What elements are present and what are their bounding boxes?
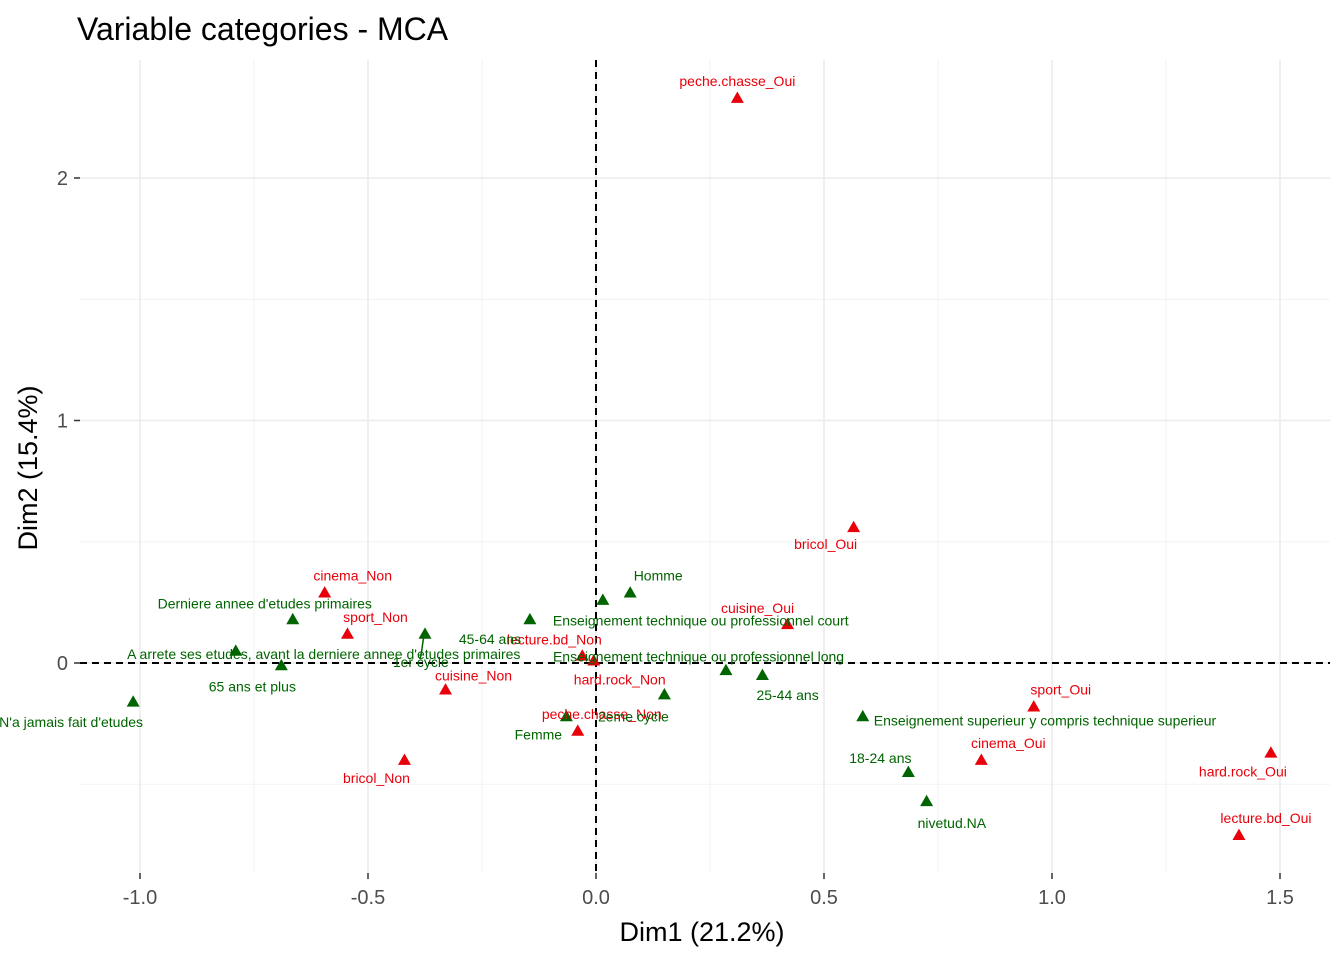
triangle-point xyxy=(397,753,411,765)
triangle-point xyxy=(596,593,610,605)
point-label: 65 ans et plus xyxy=(209,678,296,694)
triangle-point xyxy=(318,586,332,598)
triangle-point xyxy=(623,586,637,598)
x-tick-label: 1.5 xyxy=(1266,887,1294,909)
x-axis-title: Dim1 (21.2%) xyxy=(619,917,784,947)
point-labels: peche.chasse_Oui bricol_Oui cinema_Nonspor… xyxy=(0,73,1311,831)
point-label: 18-24 ans xyxy=(849,750,911,766)
point-label: 25-44 ans xyxy=(756,687,818,703)
x-tick-label: 1.0 xyxy=(1038,887,1066,909)
triangle-point xyxy=(719,663,733,676)
triangle-point xyxy=(559,709,573,722)
triangle-point xyxy=(587,654,601,666)
point-label: sport_Non xyxy=(343,609,408,625)
triangle-point xyxy=(1027,700,1041,712)
triangle-point xyxy=(340,627,354,639)
triangle-point xyxy=(274,658,288,671)
triangle-point xyxy=(126,695,140,707)
point-label: 2eme cycle xyxy=(598,709,669,725)
point-label: 45-64 ans xyxy=(459,631,521,647)
point-label: cinema_Oui xyxy=(971,735,1046,751)
reference-lines xyxy=(80,60,1330,873)
point-label: peche.chasse_Non xyxy=(542,706,662,722)
point-label: nivetud.NA xyxy=(918,815,987,831)
point-label: hard.rock_Non xyxy=(574,672,666,688)
triangle-point xyxy=(781,617,795,630)
point-label: Homme xyxy=(634,568,683,584)
triangle-point xyxy=(856,709,870,722)
triangle-point xyxy=(847,520,861,533)
triangle-point xyxy=(523,612,537,625)
point-label: Enseignement technique ou professionnel … xyxy=(553,648,844,664)
data-points xyxy=(126,91,1278,841)
triangle-point xyxy=(1264,746,1278,758)
point-label: bricol_Oui xyxy=(794,536,857,552)
point-label: hard.rock_Oui xyxy=(1199,764,1287,780)
chart-title: Variable categories - MCA xyxy=(77,11,449,47)
triangle-point xyxy=(229,644,243,656)
point-label: lecture.bd_Oui xyxy=(1220,810,1311,826)
axis-ticks: -1.0 -0.5 0.0 0.5 1.0 1.5 0 1 2 xyxy=(57,168,1294,909)
x-tick-label: -0.5 xyxy=(351,887,385,909)
triangle-point xyxy=(920,794,934,807)
point-label: N'a jamais fait d'etudes xyxy=(0,714,143,730)
triangle-point xyxy=(575,649,589,661)
triangle-point xyxy=(730,91,744,103)
point-label: cinema_Non xyxy=(313,568,392,584)
point-label: cuisine_Non xyxy=(435,668,512,684)
triangle-point xyxy=(974,753,988,765)
point-label: Femme xyxy=(515,726,563,742)
triangle-point xyxy=(571,724,585,736)
triangle-point xyxy=(439,683,453,695)
y-tick-label: 2 xyxy=(57,168,68,190)
label-leader-line xyxy=(419,632,426,660)
triangle-point xyxy=(657,688,671,700)
triangle-point xyxy=(755,668,769,680)
triangle-point xyxy=(1232,828,1246,841)
triangle-point xyxy=(286,612,300,625)
point-label: peche.chasse_Oui xyxy=(679,73,795,89)
x-tick-label: 0.5 xyxy=(810,887,838,909)
point-label: lecture.bd_Non xyxy=(507,632,602,648)
y-tick-label: 0 xyxy=(57,653,68,675)
x-tick-label: 0.0 xyxy=(582,887,610,909)
triangle-point xyxy=(901,765,915,777)
point-label: cuisine_Oui xyxy=(721,600,794,616)
point-label: bricol_Non xyxy=(343,770,410,786)
point-label: sport_Oui xyxy=(1030,682,1091,698)
point-label: Enseignement superieur y compris techniq… xyxy=(874,712,1217,728)
y-tick-label: 1 xyxy=(57,411,68,433)
point-label: 1er cycle xyxy=(393,654,449,670)
point-label: A arrete ses etudes, avant la derniere a… xyxy=(127,646,520,662)
y-axis-title: Dim2 (15.4%) xyxy=(13,385,43,550)
point-label: Enseignement technique ou professionnel … xyxy=(553,612,849,628)
point-label: Derniere annee d'etudes primaires xyxy=(158,595,372,611)
x-tick-label: -1.0 xyxy=(123,887,157,909)
grid-lines xyxy=(80,60,1330,873)
